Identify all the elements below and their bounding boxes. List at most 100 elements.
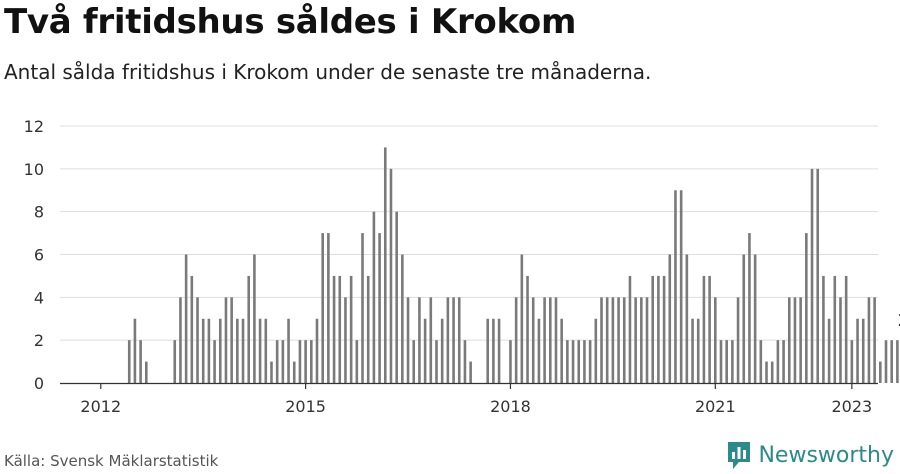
- bar: [622, 297, 626, 383]
- bar: [782, 340, 785, 383]
- brand-name: Newsworthy: [758, 442, 894, 468]
- bar: [577, 340, 581, 383]
- bar: [406, 297, 410, 383]
- bar: [207, 318, 211, 383]
- bar: [833, 275, 837, 383]
- bar: [617, 297, 620, 383]
- bar: [366, 275, 370, 383]
- y-tick-label: 0: [34, 374, 44, 393]
- bar: [492, 318, 495, 383]
- bar: [742, 254, 746, 383]
- bar: [560, 318, 563, 383]
- bar: [133, 318, 137, 383]
- bar: [759, 340, 763, 383]
- bar: [844, 275, 848, 383]
- bar: [634, 297, 637, 383]
- bar: [179, 297, 182, 383]
- bar: [793, 297, 797, 383]
- page-subtitle: Antal sålda fritidshus i Krokom under de…: [4, 60, 652, 84]
- bar: [548, 297, 552, 383]
- brand-logo[interactable]: Newsworthy: [726, 440, 894, 470]
- x-axis: 2012 2015 2018 2021 2023: [60, 382, 878, 416]
- bar: [355, 340, 359, 383]
- bar: [372, 211, 376, 383]
- bar: [628, 275, 632, 383]
- bar: [315, 318, 319, 383]
- x-tick-label: 2012: [80, 397, 121, 416]
- bar: [605, 297, 609, 383]
- bar: [145, 361, 148, 383]
- bar: [867, 297, 871, 383]
- bar: [890, 340, 893, 383]
- chart-grid: 0 2 4 6 8 10 12: [24, 117, 878, 393]
- bar: [566, 340, 569, 383]
- bar: [173, 340, 177, 383]
- bar: [520, 254, 524, 383]
- bar: [873, 297, 876, 383]
- bar: [292, 361, 296, 383]
- bar: [531, 297, 535, 383]
- newsworthy-logo-icon: [728, 442, 751, 469]
- bar: [611, 297, 615, 383]
- bar: [839, 297, 842, 383]
- bar: [412, 340, 416, 383]
- bar: [583, 340, 586, 383]
- y-tick-label: 12: [24, 117, 44, 136]
- bar: [731, 340, 734, 383]
- bar: [543, 297, 546, 383]
- bar: [378, 233, 381, 383]
- bar: [241, 318, 245, 383]
- bar: [776, 340, 780, 383]
- bar: [805, 233, 808, 383]
- chart-bars: 2: [127, 147, 900, 383]
- x-tick-label: 2018: [490, 397, 531, 416]
- bar: [810, 168, 814, 383]
- bar: [270, 361, 273, 383]
- bar: [645, 297, 649, 383]
- bar: [139, 340, 142, 383]
- bar: [691, 318, 694, 383]
- bar: [714, 297, 717, 383]
- bar: [338, 275, 342, 383]
- bar: [588, 340, 592, 383]
- bar: [389, 168, 393, 383]
- bar: [600, 297, 603, 383]
- bar: [896, 340, 899, 383]
- bar: [304, 340, 307, 383]
- bar: [440, 318, 444, 383]
- bar: [850, 340, 854, 383]
- bar: [748, 233, 751, 383]
- bar: [856, 318, 859, 383]
- bar: [651, 275, 655, 383]
- bar: [708, 275, 711, 383]
- bar: [662, 275, 666, 383]
- bar: [463, 340, 467, 383]
- bar: [253, 254, 256, 383]
- bar: [127, 340, 131, 383]
- bar: [349, 275, 353, 383]
- bar: [526, 275, 529, 383]
- bar: [822, 275, 825, 383]
- bar: [344, 297, 347, 383]
- bar: [696, 318, 700, 383]
- bar: [401, 254, 404, 383]
- bar: [184, 254, 188, 383]
- x-tick-label: 2021: [695, 397, 736, 416]
- y-tick-label: 4: [34, 288, 44, 307]
- bar: [236, 318, 239, 383]
- bar: [884, 340, 888, 383]
- bar: [281, 340, 285, 383]
- bar: [554, 297, 558, 383]
- bar: [201, 318, 205, 383]
- bar: [213, 340, 216, 383]
- bar: [224, 297, 228, 383]
- bar: [702, 275, 706, 383]
- bar: [736, 297, 740, 383]
- bar: [879, 361, 882, 383]
- y-tick-label: 6: [34, 246, 44, 265]
- bar: [452, 297, 455, 383]
- bar: [497, 318, 501, 383]
- bar: [361, 233, 364, 383]
- bar: [287, 318, 290, 383]
- bar: [190, 275, 194, 383]
